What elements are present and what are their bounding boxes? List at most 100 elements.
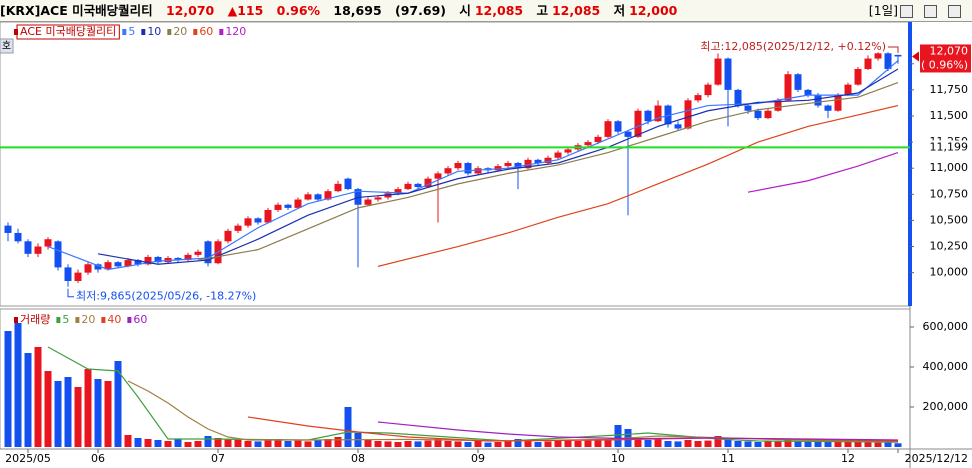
volume-bar [24,353,32,447]
volume-bar [544,441,552,447]
candle-body [364,199,372,205]
candle-body [44,239,52,247]
legend-swatch [167,29,172,35]
low-label: 저 [613,3,626,18]
volume-bar [874,442,882,447]
candle-body [794,74,802,90]
volume-bar [214,438,222,447]
candle-body [514,162,522,169]
ma-line [377,421,899,441]
volume-bar [684,440,692,447]
legend-title: 거래량 [20,313,50,326]
candle-body [584,142,592,146]
candle-body [434,173,442,179]
volume-bar [784,440,792,447]
volume-bar [744,441,752,447]
maximize-button[interactable] [924,5,937,18]
legend-label: 60 [133,313,147,326]
header-bar: [KRX]ACE 미국배당퀄리티 12,070 ▲115 0.96% 18,69… [0,0,972,22]
volume-bar [184,442,192,447]
legend-swatch [14,29,18,35]
volume-bar [334,437,342,447]
candle-body [424,178,432,187]
candle-body [804,89,812,96]
volume-bar [644,440,652,447]
volume-bar [264,440,272,447]
volume-bar [534,442,542,447]
window-controls: [1일] [869,0,970,21]
ratio: (97.69) [395,3,446,18]
legend-title: ACE 미국배당퀄리티 [20,25,116,38]
current-bar [908,22,912,306]
volume-bar [494,442,502,447]
candle-body [544,157,552,163]
period-button[interactable]: [1일] [868,3,898,18]
current-price: 12,070 [930,44,969,57]
candle-body [724,58,732,90]
current-rate: ( 0.96%) [921,58,968,71]
volume-bar [424,440,432,447]
y-tick-label: 400,000 [923,360,969,373]
max-annotation: 최고:12,085(2025/12/12, +0.12%) [700,40,886,53]
minimize-button[interactable] [900,5,913,18]
volume-bar [754,442,762,447]
candle-body [84,264,92,273]
candle-body [74,272,82,281]
candle-body [704,84,712,96]
candle-body [714,58,722,85]
candle-body [644,110,652,122]
volume-bar [834,442,842,447]
volume-bar [234,440,242,447]
high-label: 고 [536,3,548,18]
price: 12,070 [165,3,215,18]
volume-bar [694,441,702,447]
candle-body [34,246,42,254]
volume-bar [414,441,422,447]
y-tick-label: 200,000 [923,400,969,413]
support-label: 11,199 [930,140,969,153]
candle-body [594,136,602,143]
volume-bar [504,441,512,447]
legend-label: 20 [173,25,187,38]
volume-bar [324,439,332,447]
legend-swatch [75,317,80,323]
volume-bar [374,441,382,447]
candle-body [504,162,512,167]
candle-body [114,262,122,267]
volume-bar [134,438,142,447]
volume-bar [724,439,732,447]
candle-body [874,53,882,59]
candle-body [54,241,62,268]
chart: 호 10,00010,25010,50010,75011,00011,25011… [0,22,972,468]
volume-bar [454,441,462,447]
candle-body [294,199,302,208]
volume-bar [664,441,672,447]
x-tick-label: 11 [721,452,735,465]
x-tick-label: 12 [841,452,855,465]
candle-body [684,100,692,129]
candle-body [754,110,762,119]
stock-code[interactable]: [KRX]ACE 미국배당퀄리티 [0,3,153,18]
rate: 0.96% [276,3,321,18]
candle-body [774,100,782,111]
candle-body [664,105,672,125]
side-button[interactable] [0,38,14,54]
volume-bar [824,441,832,447]
x-tick-label: 07 [211,452,225,465]
close-button[interactable] [948,5,961,18]
volume-bar [364,440,372,447]
y-tick-label: 11,000 [930,161,969,174]
candle-body [334,183,342,192]
volume-bar [804,442,812,447]
candle-body [94,264,102,270]
x-tick-label: 2025/05 [5,452,51,465]
side-button-label[interactable]: 호 [2,40,11,52]
candle-body [614,121,622,132]
candle-body [844,84,852,96]
candle-body [894,54,902,57]
volume-bar [614,425,622,447]
candle-body [604,121,612,137]
candle-body [634,110,642,137]
legend-swatch [127,317,132,323]
candle-body [834,95,842,111]
